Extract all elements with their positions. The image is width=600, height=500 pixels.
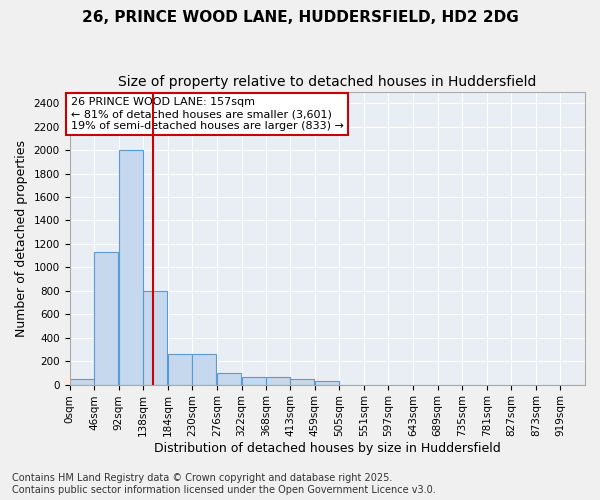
Text: 26, PRINCE WOOD LANE, HUDDERSFIELD, HD2 2DG: 26, PRINCE WOOD LANE, HUDDERSFIELD, HD2 … <box>82 10 518 25</box>
Bar <box>119 150 143 384</box>
Text: 26 PRINCE WOOD LANE: 157sqm
← 81% of detached houses are smaller (3,601)
19% of : 26 PRINCE WOOD LANE: 157sqm ← 81% of det… <box>71 98 343 130</box>
Bar <box>242 377 266 384</box>
Y-axis label: Number of detached properties: Number of detached properties <box>15 140 28 336</box>
Bar <box>266 377 290 384</box>
Bar <box>217 373 241 384</box>
Bar <box>94 252 118 384</box>
Bar <box>290 378 314 384</box>
Bar <box>70 378 94 384</box>
Bar <box>168 354 192 384</box>
Text: Contains HM Land Registry data © Crown copyright and database right 2025.
Contai: Contains HM Land Registry data © Crown c… <box>12 474 436 495</box>
Bar <box>193 354 217 384</box>
Title: Size of property relative to detached houses in Huddersfield: Size of property relative to detached ho… <box>118 75 536 89</box>
X-axis label: Distribution of detached houses by size in Huddersfield: Distribution of detached houses by size … <box>154 442 500 455</box>
Bar <box>315 381 339 384</box>
Bar <box>143 291 167 384</box>
